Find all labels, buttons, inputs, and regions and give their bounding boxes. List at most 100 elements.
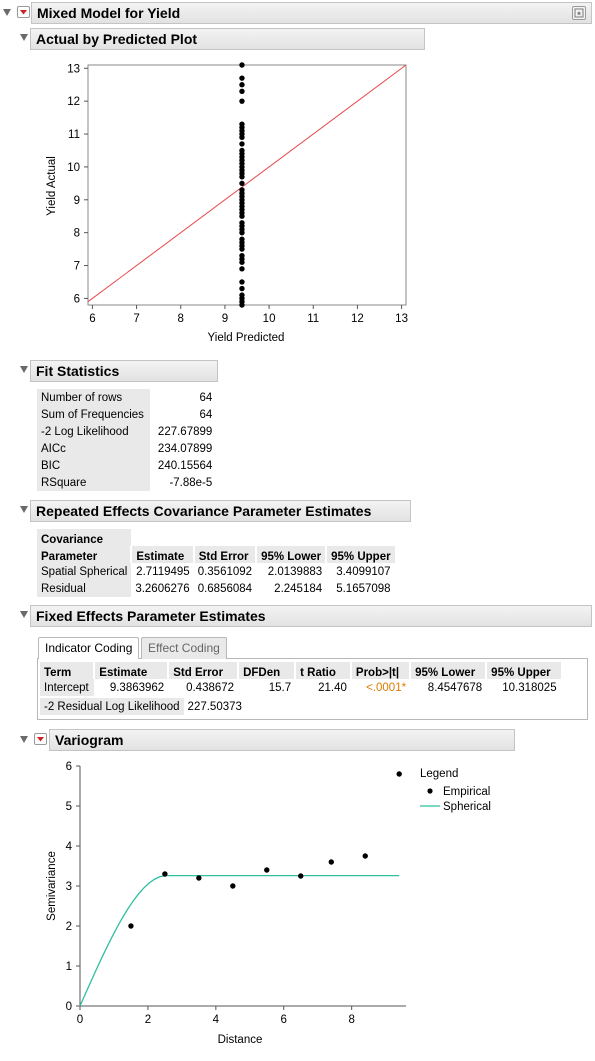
col-header-t-ratio: t Ratio <box>294 662 351 679</box>
fit-stat-value: 240.15564 <box>157 459 213 472</box>
data-point <box>239 141 245 147</box>
triangle-down-icon <box>20 611 28 618</box>
avp-disclosure-toggle[interactable] <box>19 33 29 43</box>
fit-stat-value: 234.07899 <box>157 442 213 455</box>
variogram-plot: 0 2 4 6 8 0 1 2 3 4 5 6 Distance Semivariance Lege… <box>46 761 491 1046</box>
dfden-cell: 15.7 <box>268 681 292 694</box>
fit-stat-value: -7.88e-5 <box>169 476 213 489</box>
std-error-cell: 0.3561092 <box>197 565 253 578</box>
data-point <box>239 246 245 252</box>
y-tick-label: 9 <box>74 195 80 207</box>
x-tick-label: 12 <box>351 313 364 325</box>
empirical-point <box>362 853 368 859</box>
data-point <box>239 134 245 141</box>
rep-title: Repeated Effects Covariance Parameter Es… <box>36 503 372 519</box>
data-point <box>239 259 245 265</box>
x-tick-label: 8 <box>178 313 184 325</box>
rep-disclosure-toggle[interactable] <box>19 505 29 515</box>
y-tick-label: 0 <box>66 1001 72 1013</box>
vg-ylabel: Semivariance <box>46 851 58 921</box>
y-tick-label: 8 <box>74 228 80 240</box>
param-cell: Residual <box>37 580 132 597</box>
residual-loglik-label: -2 Residual Log Likelihood <box>40 698 184 715</box>
avp-title: Actual by Predicted Plot <box>36 31 198 47</box>
fit-stat-value: 64 <box>199 391 213 404</box>
x-tick-label: 8 <box>348 1014 354 1026</box>
red-menu-arrow-icon <box>20 10 27 15</box>
x-tick-label: 6 <box>281 1014 287 1026</box>
x-tick-label: 10 <box>263 313 276 325</box>
actual-by-predicted-plot: 6 7 8 9 10 11 12 13 6 7 8 9 10 11 12 13 Yield Predicte… <box>46 62 408 344</box>
y-tick-label: 13 <box>67 63 80 75</box>
table-row: Residual 3.2606276 0.6856084 2.245184 5.1657… <box>37 580 395 597</box>
fit-title: Fit Statistics <box>36 363 120 379</box>
triangle-down-icon <box>20 34 28 41</box>
y-tick-label: 2 <box>66 921 72 933</box>
avp-title-bar: Actual by Predicted Plot <box>30 28 425 50</box>
data-point <box>239 229 245 236</box>
fit-stat-label: -2 Log Likelihood <box>37 423 150 440</box>
lower-cell: 2.0139883 <box>267 565 323 578</box>
prob-cell: <.0001* <box>366 681 407 694</box>
x-tick-label: 0 <box>77 1014 83 1026</box>
variogram-disclosure-toggle[interactable] <box>19 735 29 745</box>
data-point <box>239 75 245 81</box>
fixed-effects-table: Term Estimate Std Error DFDen t Ratio Pr… <box>40 662 561 696</box>
tab-indicator-coding[interactable]: Indicator Coding <box>38 637 140 659</box>
data-point <box>239 213 245 219</box>
report-menu-button[interactable] <box>17 6 30 18</box>
legend-empirical-marker <box>427 788 433 794</box>
y-tick-label: 4 <box>66 841 73 853</box>
col-header-std-error: Std Error <box>167 662 239 679</box>
fixed-title-bar: Fixed Effects Parameter Estimates <box>30 605 592 627</box>
table-row: RSquare -7.88e-5 <box>37 474 216 491</box>
term-cell: Intercept <box>40 679 95 696</box>
empirical-point <box>230 883 236 889</box>
avp-ylabel: Yield Actual <box>46 156 58 216</box>
window-action-button[interactable] <box>572 6 586 20</box>
variogram-title-bar: Variogram <box>49 729 515 751</box>
fit-title-bar: Fit Statistics <box>30 360 218 382</box>
fixed-title: Fixed Effects Parameter Estimates <box>36 608 266 624</box>
empirical-point <box>264 867 270 873</box>
data-point <box>239 266 245 272</box>
triangle-down-icon <box>20 366 28 373</box>
table-row: AICc 234.07899 <box>37 440 216 457</box>
col-header-covariance: Covariance <box>37 529 132 546</box>
col-header-prob: Prob>|t| <box>349 662 411 679</box>
avp-xlabel: Yield Predicted <box>208 332 285 344</box>
col-header-estimate: Estimate <box>93 662 169 679</box>
fit-stat-value: 64 <box>199 408 213 421</box>
estimate-cell: 2.7119495 <box>136 565 190 578</box>
triangle-down-icon <box>20 736 28 743</box>
fixed-tab-panel <box>37 658 588 720</box>
col-header-95-upper: 95% Upper <box>485 662 561 679</box>
y-tick-label: 5 <box>66 801 72 813</box>
t-ratio-cell: 21.40 <box>318 681 347 694</box>
estimate-cell: 9.3863962 <box>109 681 165 694</box>
fit-stat-label: Number of rows <box>37 389 150 406</box>
red-menu-arrow-icon <box>37 737 44 742</box>
col-header-95-upper: 95% Upper <box>325 546 395 563</box>
y-tick-label: 7 <box>74 261 80 273</box>
param-cell: Spatial Spherical <box>37 563 132 580</box>
triangle-down-icon <box>20 506 28 513</box>
x-tick-label: 11 <box>307 313 319 325</box>
empirical-point <box>328 859 334 865</box>
tab-effect-coding[interactable]: Effect Coding <box>141 637 227 659</box>
data-point <box>239 82 245 88</box>
fixed-disclosure-toggle[interactable] <box>19 610 29 620</box>
std-error-cell: 0.6856084 <box>197 582 253 595</box>
col-header-95-lower: 95% Lower <box>409 662 487 679</box>
data-point <box>239 302 245 308</box>
data-point <box>239 180 245 187</box>
report-disclosure-toggle[interactable] <box>2 8 12 18</box>
upper-cell: 5.1657098 <box>336 582 391 595</box>
col-header-dfden: DFDen <box>237 662 296 679</box>
fit-disclosure-toggle[interactable] <box>19 365 29 375</box>
variogram-menu-button[interactable] <box>34 733 47 745</box>
col-header-estimate: Estimate <box>130 546 194 563</box>
y-tick-label: 1 <box>66 961 72 973</box>
report-title: Mixed Model for Yield <box>37 5 181 21</box>
triangle-down-icon <box>3 9 11 16</box>
